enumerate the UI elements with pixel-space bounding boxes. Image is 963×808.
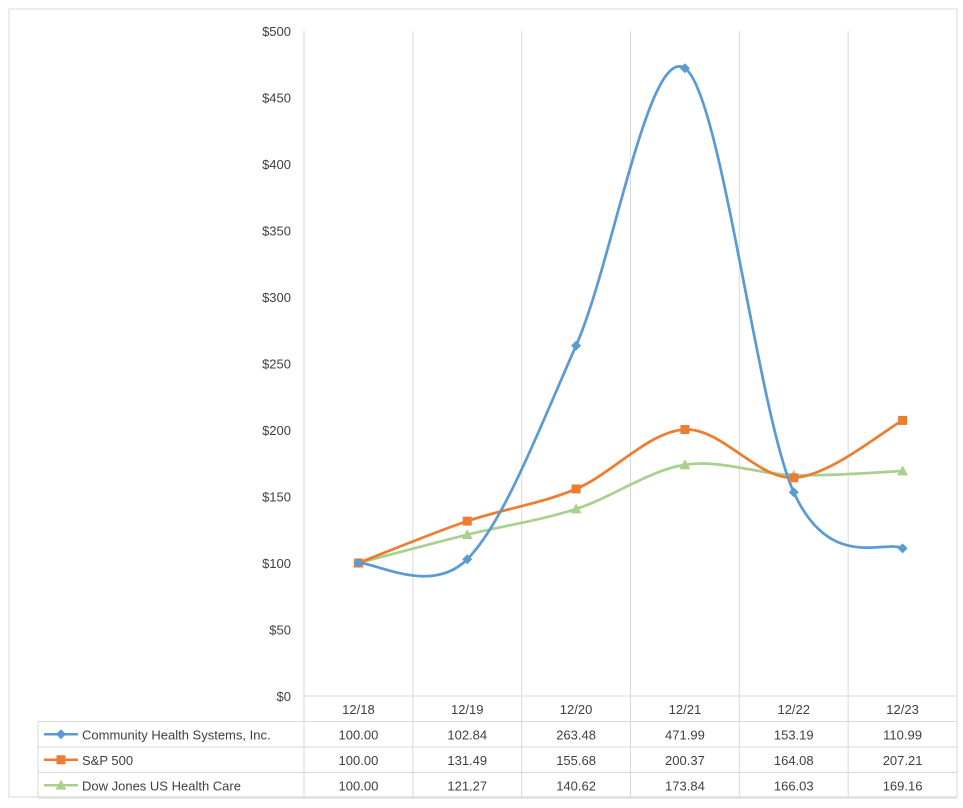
data-point-0 bbox=[462, 554, 473, 565]
y-tick-label: $50 bbox=[269, 623, 291, 638]
data-label: 100.00 bbox=[339, 727, 379, 742]
data-point-0 bbox=[679, 63, 690, 74]
data-label: 155.68 bbox=[556, 753, 596, 768]
series-name: Dow Jones US Health Care bbox=[82, 778, 241, 793]
y-tick-label: $150 bbox=[262, 490, 291, 505]
x-tick-label: 12/23 bbox=[886, 702, 919, 717]
y-tick-label: $350 bbox=[262, 224, 291, 239]
data-label: 110.99 bbox=[883, 727, 922, 742]
legend-key-marker bbox=[55, 779, 67, 790]
x-tick-label: 12/19 bbox=[451, 702, 484, 717]
chart-border bbox=[8, 8, 958, 798]
data-label: 166.03 bbox=[774, 778, 814, 793]
y-tick-label: $300 bbox=[262, 290, 291, 305]
data-label: 131.49 bbox=[447, 753, 487, 768]
data-label: 164.08 bbox=[774, 753, 814, 768]
data-label: 153.19 bbox=[774, 727, 814, 742]
data-table: 12/18 12/19 12/20 12/21 12/22 12/23 Community … bbox=[37, 695, 957, 799]
data-label: 200.37 bbox=[665, 753, 705, 768]
y-tick-label: $200 bbox=[262, 423, 291, 438]
data-label: 102.84 bbox=[447, 727, 487, 742]
y-tick-label: $450 bbox=[262, 91, 291, 106]
data-label: 100.00 bbox=[339, 753, 379, 768]
data-label: 471.99 bbox=[665, 727, 705, 742]
y-axis: $0 $50 $100 $150 $200 $250 $300 $350 $400 $450 $50… bbox=[262, 24, 291, 704]
series-name: S&P 500 bbox=[82, 753, 133, 768]
data-point-1 bbox=[462, 516, 472, 526]
data-point-0 bbox=[353, 558, 364, 568]
y-tick-label: $250 bbox=[262, 357, 291, 372]
data-point-2 bbox=[679, 459, 691, 470]
y-tick-label: $0 bbox=[277, 689, 291, 704]
legend-key-marker bbox=[56, 729, 66, 740]
data-point-2 bbox=[897, 465, 909, 476]
y-tick-label: $500 bbox=[262, 24, 291, 39]
data-point-2 bbox=[461, 529, 473, 540]
data-point-1 bbox=[571, 484, 581, 494]
data-point-1 bbox=[680, 425, 690, 435]
y-tick-label: $400 bbox=[262, 157, 291, 172]
series-name: Community Health Systems, Inc. bbox=[82, 727, 271, 742]
data-point-0 bbox=[788, 487, 799, 498]
x-tick-label: 12/21 bbox=[669, 702, 702, 717]
data-point-0 bbox=[897, 543, 908, 554]
data-point-1 bbox=[789, 473, 799, 483]
x-tick-label: 12/18 bbox=[342, 702, 375, 717]
y-tick-label: $100 bbox=[262, 556, 291, 571]
data-label: 207.21 bbox=[883, 753, 923, 768]
data-label: 140.62 bbox=[556, 778, 596, 793]
data-label: 100.00 bbox=[339, 778, 379, 793]
legend-key-marker bbox=[56, 755, 66, 765]
data-point-1 bbox=[898, 415, 908, 425]
data-label: 173.84 bbox=[665, 778, 705, 793]
data-point-0 bbox=[571, 340, 582, 351]
data-label: 263.48 bbox=[556, 727, 596, 742]
grid-layer bbox=[303, 31, 849, 798]
x-tick-label: 12/22 bbox=[777, 702, 810, 717]
series-line-1 bbox=[357, 419, 904, 565]
data-label: 121.27 bbox=[447, 778, 487, 793]
series-markers bbox=[352, 63, 909, 568]
data-point-2 bbox=[570, 503, 582, 514]
x-tick-label: 12/20 bbox=[560, 702, 593, 717]
data-label: 169.16 bbox=[883, 778, 923, 793]
